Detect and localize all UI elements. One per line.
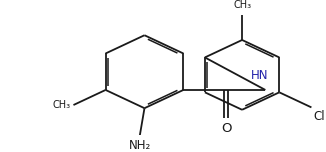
Text: NH₂: NH₂ [128, 139, 151, 152]
Text: Cl: Cl [313, 110, 325, 123]
Text: O: O [221, 122, 231, 135]
Text: HN: HN [251, 69, 268, 82]
Text: CH₃: CH₃ [52, 100, 70, 110]
Text: CH₃: CH₃ [233, 0, 251, 10]
